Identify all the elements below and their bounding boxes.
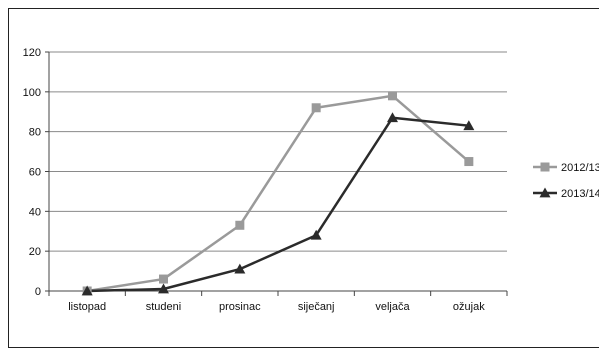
axes: [45, 51, 508, 296]
legend-label: 2013/14: [561, 188, 599, 200]
legend: 2012/13 2013/14: [533, 162, 599, 200]
x-tick-label: listopad: [68, 301, 106, 313]
data-point-1: [234, 263, 246, 274]
x-tick-label: prosinac: [219, 301, 261, 313]
data-point-1: [81, 285, 93, 296]
y-tick-label: 20: [29, 246, 41, 258]
x-tick-label: ožujak: [453, 301, 485, 313]
data-point-1: [158, 283, 169, 294]
y-tick-label: 40: [29, 206, 41, 218]
data-point-1: [387, 112, 398, 123]
data-point-1: [463, 120, 475, 131]
legend-label: 2012/13: [561, 162, 599, 174]
legend-marker: [539, 187, 551, 198]
series-lines: [86, 94, 470, 293]
y-tick-label: 0: [35, 286, 41, 298]
x-tick-label: veljača: [375, 301, 410, 313]
series-line-1: [87, 116, 469, 293]
y-tick-label: 80: [29, 127, 41, 139]
series-line-0: [86, 94, 470, 293]
data-point-0: [464, 157, 474, 167]
x-tick-label: studeni: [146, 301, 181, 313]
tick-labels: 0 20 40 60 80 100 120 listopad studeni prosinac si…: [23, 47, 486, 313]
series-markers: [81, 91, 475, 296]
data-point-1: [310, 229, 322, 240]
chart-frame: 0 20 40 60 80 100 120 listopad studeni prosinac si…: [8, 8, 599, 348]
x-tick-label: siječanj: [298, 301, 335, 313]
data-point-0: [235, 220, 245, 230]
data-point-0: [159, 274, 168, 284]
y-tick-label: 100: [23, 87, 41, 99]
y-tick-label: 120: [23, 47, 41, 59]
line-chart: 0 20 40 60 80 100 120 listopad studeni prosinac si…: [23, 47, 599, 313]
gridlines: [49, 51, 507, 292]
y-tick-label: 60: [29, 167, 41, 179]
data-point-0: [388, 91, 397, 101]
legend-marker: [540, 162, 550, 172]
data-point-0: [311, 103, 321, 113]
